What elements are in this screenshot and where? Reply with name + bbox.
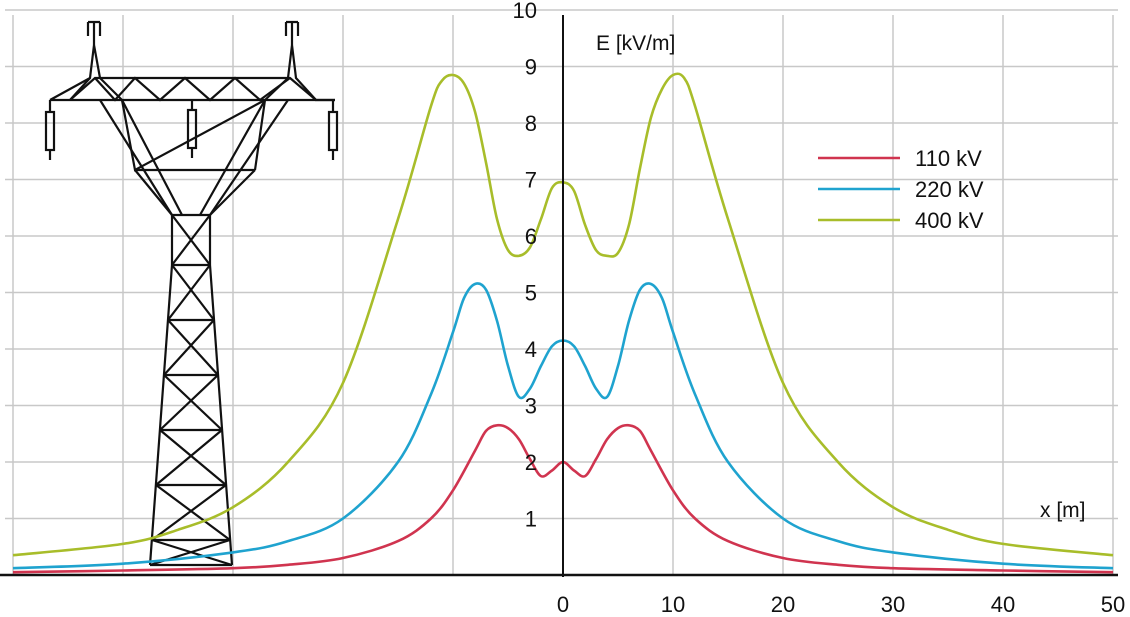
x-tick-label: 50 <box>1101 592 1125 617</box>
y-tick-label: 3 <box>525 394 537 419</box>
x-tick-label: 40 <box>991 592 1015 617</box>
y-tick-label: 1 <box>525 507 537 532</box>
y-tick-label: 5 <box>525 281 537 306</box>
y-tick-label: 2 <box>525 450 537 475</box>
y-tick-label: 8 <box>525 111 537 136</box>
y-tick-label: 7 <box>525 168 537 193</box>
legend: 110 kV 220 kV 400 kV <box>818 146 984 233</box>
legend-label: 110 kV <box>915 146 982 171</box>
legend-label: 400 kV <box>915 208 984 233</box>
y-axis-title: E [kV/m] <box>596 32 675 55</box>
y-tick-label: 10 <box>513 0 537 23</box>
y-tick-label: 4 <box>525 337 537 362</box>
x-tick-label: 10 <box>661 592 685 617</box>
y-tick-label: 6 <box>525 224 537 249</box>
legend-label: 220 kV <box>915 177 984 202</box>
x-tick-label: 20 <box>771 592 795 617</box>
grid <box>5 9 1118 575</box>
x-tick-label: 30 <box>881 592 905 617</box>
x-tick-label: 0 <box>557 592 569 617</box>
axes <box>0 15 1118 577</box>
y-tick-label: 9 <box>525 55 537 80</box>
x-axis-title: x [m] <box>1040 499 1086 522</box>
tick-labels: 0 10 20 30 40 50 1 2 3 4 5 6 7 8 9 10 <box>513 0 1126 617</box>
transmission-tower-illustration <box>44 20 339 567</box>
